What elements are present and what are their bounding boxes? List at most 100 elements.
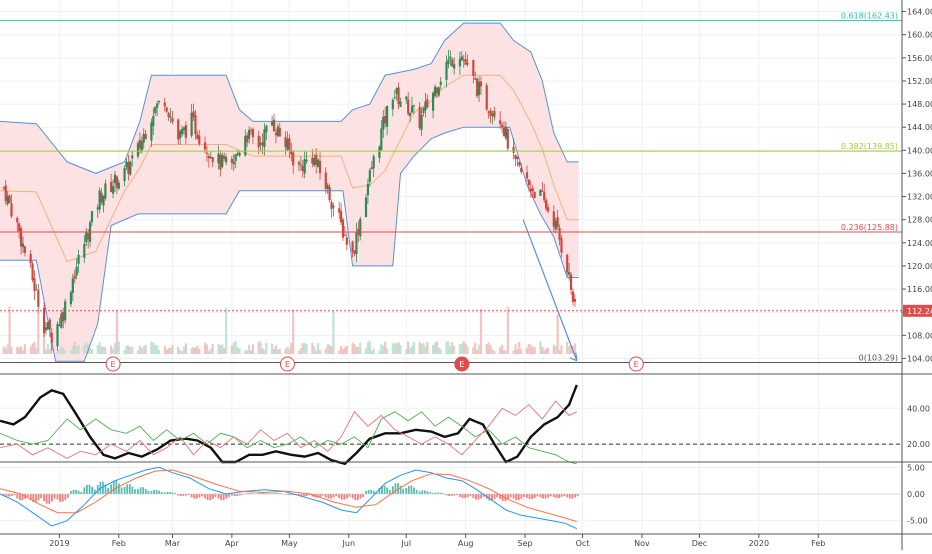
- volume-bar-160: [431, 345, 435, 354]
- candle-body-147: [395, 88, 398, 94]
- macd-hist-0-1: [5, 494, 8, 497]
- macd-hist-36-2: [491, 494, 493, 501]
- macd-hist-9-1: [126, 484, 129, 494]
- price-tick-label-0: 164.00: [907, 8, 932, 17]
- macd-hist-9-4: [134, 489, 136, 494]
- volume-bar-25: [69, 350, 73, 354]
- candle-body-150: [405, 96, 408, 100]
- macd-hist-41-2: [558, 494, 560, 499]
- macd-hist-22-1: [300, 494, 303, 497]
- candle-body-187: [502, 127, 506, 137]
- volume-bar-26: [71, 345, 74, 354]
- macd-hist-12-4: [174, 492, 177, 494]
- macd-hist-42-3: [574, 494, 576, 498]
- macd-hist-19-3: [265, 492, 268, 494]
- volume-bar-138: [370, 350, 373, 354]
- volume-bar-110: [297, 350, 301, 354]
- candle-body-164: [439, 81, 442, 85]
- volume-bar-63: [169, 347, 172, 354]
- time-tick-label-0: 2019: [49, 539, 69, 548]
- volume-bar-184: [493, 350, 496, 354]
- macd-tick-label-1: 0.00: [907, 490, 925, 499]
- volume-bar-52: [140, 348, 143, 354]
- macd-hist-33-1: [448, 494, 450, 497]
- macd-hist-18-1: [246, 492, 249, 494]
- candle-body-99: [265, 125, 268, 132]
- volume-bar-120: [324, 348, 327, 354]
- macd-hist-3-2: [48, 494, 51, 504]
- candle-body-85: [230, 158, 233, 163]
- candle-body-124: [332, 205, 335, 208]
- candle-body-56: [152, 116, 155, 126]
- macd-hist-21-1: [287, 494, 290, 496]
- macd-hist-40-0: [539, 494, 542, 498]
- macd-hist-6-4: [93, 489, 96, 494]
- candle-body-65: [177, 119, 180, 140]
- candle-body-98: [263, 129, 266, 147]
- candle-body-31: [85, 232, 88, 242]
- macd-hist-28-0: [378, 488, 381, 494]
- volume-bar-136: [366, 342, 370, 354]
- volume-bar-42: [113, 342, 117, 354]
- candle-body-25: [69, 292, 73, 305]
- candle-body-43: [115, 176, 118, 188]
- macd-hist-5-0: [70, 491, 72, 494]
- candle-body-52: [140, 140, 143, 151]
- volume-bar-157: [422, 343, 425, 354]
- macd-hist-33-0: [445, 494, 448, 496]
- candle-body-148: [397, 87, 400, 104]
- macd-hist-32-4: [442, 493, 445, 494]
- volume-bar-172: [462, 341, 465, 354]
- candle-body-20: [56, 323, 59, 347]
- candle-body-126: [340, 211, 343, 223]
- candle-body-2: [6, 195, 9, 204]
- candle-body-127: [341, 219, 345, 238]
- candle-body-81: [219, 154, 222, 170]
- volume-bar-90: [244, 350, 247, 354]
- candle-body-115: [311, 157, 314, 164]
- candle-body-66: [179, 131, 182, 139]
- volume-bar-8: [21, 349, 25, 354]
- candle-body-199: [533, 191, 536, 198]
- volume-bar-2: [6, 344, 9, 354]
- macd-hist-10-1: [139, 487, 142, 494]
- macd-hist-0-4: [13, 494, 16, 496]
- macd-hist-15-4: [214, 494, 217, 498]
- candle-body-129: [345, 237, 348, 245]
- candle-body-84: [225, 156, 228, 163]
- macd-hist-34-3: [466, 494, 469, 498]
- candle-body-86: [232, 161, 235, 165]
- candle-body-100: [271, 121, 274, 126]
- price-tick-label-4: 148.00: [907, 100, 932, 109]
- volume-bar-72: [194, 347, 197, 354]
- candle-body-21: [58, 324, 61, 326]
- volume-bar-152: [408, 348, 412, 354]
- macd-hist-36-4: [496, 494, 499, 498]
- macd-hist-14-1: [193, 494, 196, 499]
- volume-bar-102: [274, 345, 278, 354]
- macd-hist-42-2: [571, 494, 574, 499]
- macd-hist-0-2: [8, 494, 10, 497]
- candle-body-40: [110, 181, 113, 192]
- candle-body-182: [489, 110, 492, 117]
- candle-body-136: [366, 183, 370, 196]
- price-tick-label-15: 104.00: [907, 354, 932, 363]
- macd-hist-27-1: [367, 489, 370, 494]
- volume-bar-194: [520, 349, 523, 354]
- candle-body-169: [453, 64, 456, 69]
- macd-hist-9-3: [131, 486, 134, 494]
- candle-body-58: [156, 103, 159, 108]
- macd-hist-26-2: [356, 494, 359, 501]
- volume-bar-211: [568, 346, 571, 354]
- candle-body-213: [571, 291, 575, 302]
- candle-body-111: [299, 164, 302, 166]
- macd-hist-25-3: [346, 494, 348, 499]
- macd-hist-13-2: [182, 494, 185, 497]
- volume-bar-53: [142, 346, 145, 354]
- candle-body-195: [525, 172, 529, 179]
- candle-body-29: [77, 254, 80, 264]
- volume-bar-40: [110, 345, 113, 354]
- volume-bar-111: [299, 348, 302, 354]
- earnings-marker-3: [628, 356, 644, 372]
